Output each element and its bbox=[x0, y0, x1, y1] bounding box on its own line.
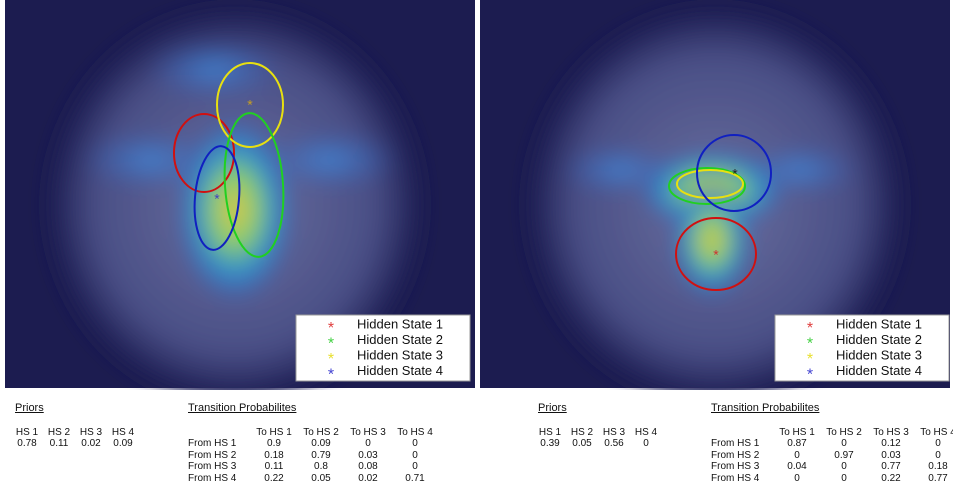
priors-value: 0.39 bbox=[540, 438, 560, 449]
transition-value: 0.79 bbox=[311, 449, 331, 461]
svg-text:*: * bbox=[247, 97, 253, 113]
legend-marker: * bbox=[328, 336, 334, 353]
transition-row-label: From HS 4 bbox=[188, 472, 237, 484]
legend-marker: * bbox=[328, 351, 334, 368]
priors-header: HS 2 bbox=[47, 427, 71, 438]
transition-title: Transition Probabilites bbox=[711, 402, 820, 414]
transition-value: 0.18 bbox=[928, 461, 948, 472]
priors-header: HS 4 bbox=[111, 427, 135, 438]
transition-value: 0.05 bbox=[311, 472, 331, 484]
transition-value: 0.22 bbox=[264, 472, 284, 484]
transition-header: To HS 4 bbox=[920, 427, 953, 438]
transition-value: 0.18 bbox=[264, 449, 284, 461]
legend-marker: * bbox=[807, 320, 813, 337]
transition-row-label: From HS 2 bbox=[711, 449, 760, 461]
legend-marker: * bbox=[328, 320, 334, 337]
transition-value: 0 bbox=[794, 449, 800, 461]
svg-text:*: * bbox=[732, 166, 738, 182]
transition-value: 0.08 bbox=[358, 461, 378, 472]
priors-value: 0.02 bbox=[81, 438, 101, 449]
priors-value: 0.78 bbox=[17, 438, 37, 449]
priors-value: 0.09 bbox=[113, 438, 133, 449]
legend-box bbox=[295, 314, 471, 382]
transition-title: Transition Probabilites bbox=[188, 402, 297, 414]
priors-header: HS 4 bbox=[634, 427, 658, 438]
transition-header: To HS 3 bbox=[873, 427, 909, 438]
transition-row-label: From HS 2 bbox=[188, 449, 237, 461]
transition-value: 0.11 bbox=[264, 461, 284, 472]
legend-label: Hidden State 1 bbox=[357, 316, 443, 331]
transition-value: 0 bbox=[412, 438, 418, 449]
legend-label: Hidden State 3 bbox=[836, 347, 922, 362]
transition-value: 0 bbox=[841, 461, 847, 472]
legend-label: Hidden State 1 bbox=[836, 316, 922, 331]
legend-label: Hidden State 2 bbox=[836, 332, 922, 347]
svg-text:*: * bbox=[713, 247, 719, 263]
transition-value: 0 bbox=[935, 449, 941, 461]
transition-value: 0.12 bbox=[881, 438, 901, 449]
transition-row-label: From HS 4 bbox=[711, 472, 760, 484]
svg-text:*: * bbox=[214, 191, 220, 207]
transition-header: To HS 4 bbox=[397, 427, 433, 438]
priors-value: 0 bbox=[643, 438, 649, 449]
priors-header: HS 2 bbox=[570, 427, 594, 438]
priors-header: HS 1 bbox=[538, 427, 562, 438]
legend-marker: * bbox=[807, 351, 813, 368]
legends: * Hidden State 1 * Hidden State 2 * Hidden St… bbox=[295, 314, 950, 384]
legend-label: Hidden State 4 bbox=[357, 363, 443, 378]
priors-title: Priors bbox=[15, 402, 44, 414]
transition-value: 0.8 bbox=[314, 461, 328, 472]
transition-value: 0.77 bbox=[881, 461, 901, 472]
transition-value: 0 bbox=[841, 438, 847, 449]
priors-header: HS 1 bbox=[15, 427, 39, 438]
transition-value: 0.02 bbox=[358, 472, 378, 484]
priors-header: HS 3 bbox=[79, 427, 103, 438]
priors-value: 0.56 bbox=[604, 438, 624, 449]
transition-header: To HS 1 bbox=[779, 427, 815, 438]
transition-value: 0.09 bbox=[311, 438, 331, 449]
transition-value: 0 bbox=[412, 449, 418, 461]
priors-title: Priors bbox=[538, 402, 567, 414]
transition-header: To HS 3 bbox=[350, 427, 386, 438]
heatmap-left bbox=[50, 10, 420, 390]
transition-header: To HS 1 bbox=[256, 427, 292, 438]
priors-header: HS 3 bbox=[602, 427, 626, 438]
figure: ** ** * Hidden State 1* Hidden State 2* Hid… bbox=[5, 0, 950, 390]
transition-value: 0 bbox=[365, 438, 371, 449]
transition-header: To HS 2 bbox=[826, 427, 862, 438]
legend-marker: * bbox=[328, 367, 334, 384]
transition-row-label: From HS 1 bbox=[188, 438, 237, 449]
state-ellipses bbox=[173, 62, 772, 291]
state-centers: * * * * bbox=[214, 97, 738, 263]
transition-value: 0 bbox=[412, 461, 418, 472]
transition-header: To HS 2 bbox=[303, 427, 339, 438]
legend-label: Hidden State 4 bbox=[836, 363, 922, 378]
transition-value: 0.04 bbox=[787, 461, 807, 472]
priors-value: 0.11 bbox=[49, 438, 69, 449]
transition-value: 0.9 bbox=[267, 438, 281, 449]
transition-value: 0.03 bbox=[358, 449, 378, 461]
transition-value: 0.97 bbox=[834, 449, 854, 461]
transition-value: 0 bbox=[935, 438, 941, 449]
transition-value: 0.03 bbox=[881, 449, 901, 461]
priors-value: 0.05 bbox=[572, 438, 592, 449]
transition-row-label: From HS 3 bbox=[711, 461, 760, 472]
transition-value: 0 bbox=[841, 472, 847, 484]
transition-row-label: From HS 3 bbox=[188, 461, 237, 472]
transition-value: 0.71 bbox=[405, 472, 425, 484]
transition-value: 0.87 bbox=[787, 438, 807, 449]
legend-label: Hidden State 2 bbox=[357, 332, 443, 347]
legend-label: Hidden State 3 bbox=[357, 347, 443, 362]
legend-marker: * bbox=[807, 336, 813, 353]
transition-row-label: From HS 1 bbox=[711, 438, 760, 449]
transition-value: 0.77 bbox=[928, 472, 948, 484]
transition-value: 0 bbox=[794, 472, 800, 484]
legend-marker: * bbox=[807, 367, 813, 384]
transition-value: 0.22 bbox=[881, 472, 901, 484]
legend-box bbox=[774, 314, 950, 382]
